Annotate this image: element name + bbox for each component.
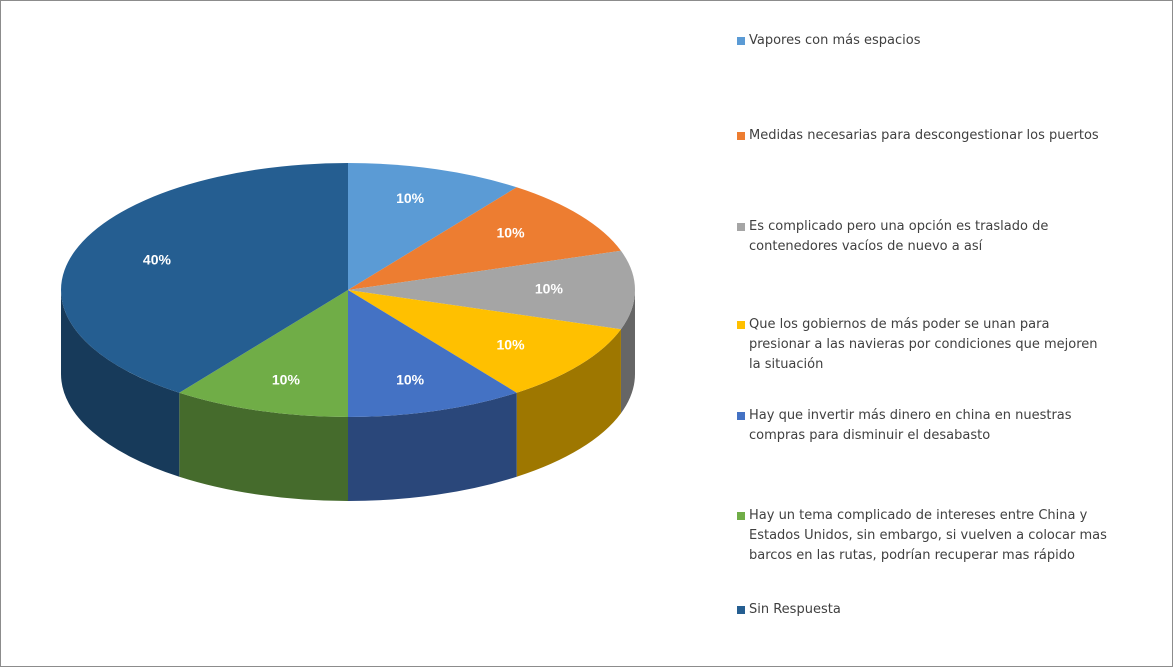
legend-label: Sin Respuesta xyxy=(749,602,841,617)
slice xyxy=(348,163,517,290)
slice-side xyxy=(61,290,180,477)
slice xyxy=(348,250,636,330)
slice-side xyxy=(516,329,621,477)
legend-swatch xyxy=(737,223,745,231)
legend-label: Medidas necesarias para descongestionar … xyxy=(749,128,1099,143)
legend-label: Hay un tema complicado de intereses entr… xyxy=(749,508,1107,563)
legend-swatch xyxy=(737,606,745,614)
slice xyxy=(348,187,621,290)
slice-side xyxy=(348,392,517,501)
data-label: 10% xyxy=(497,225,526,241)
legend-entry: Vapores con más espacios xyxy=(737,31,1107,51)
legend-entry: Medidas necesarias para descongestionar … xyxy=(737,126,1107,146)
slice xyxy=(348,290,621,393)
data-label: 10% xyxy=(396,190,425,206)
data-label: 10% xyxy=(272,371,301,387)
legend-entry: Hay que invertir más dinero en china en … xyxy=(737,406,1107,446)
pie-area: 10% 10% 10% 10% 10% 10% 40% xyxy=(61,163,636,501)
data-label: 10% xyxy=(535,281,564,297)
data-label: 10% xyxy=(396,371,425,387)
slice xyxy=(348,290,517,417)
legend-label: Vapores con más espacios xyxy=(749,33,921,48)
data-label: 10% xyxy=(497,337,526,353)
legend-entry: Hay un tema complicado de intereses entr… xyxy=(737,506,1107,566)
legend-entry: Que los gobiernos de más poder se unan p… xyxy=(737,315,1107,375)
legend-swatch xyxy=(737,412,745,420)
legend-swatch xyxy=(737,37,745,45)
legend-entry: Sin Respuesta xyxy=(737,600,1107,620)
legend-swatch xyxy=(737,512,745,520)
slice xyxy=(179,290,348,417)
slice-side xyxy=(620,290,635,414)
data-label: 40% xyxy=(143,251,172,267)
slice-side xyxy=(179,392,348,501)
legend-swatch xyxy=(737,321,745,329)
legend-swatch xyxy=(737,132,745,140)
legend-label: Que los gobiernos de más poder se unan p… xyxy=(749,317,1098,372)
legend-label: Es complicado pero una opción es traslad… xyxy=(749,219,1049,254)
slice xyxy=(61,163,348,393)
legend-entry: Es complicado pero una opción es traslad… xyxy=(737,217,1107,257)
legend-label: Hay que invertir más dinero en china en … xyxy=(749,408,1072,443)
